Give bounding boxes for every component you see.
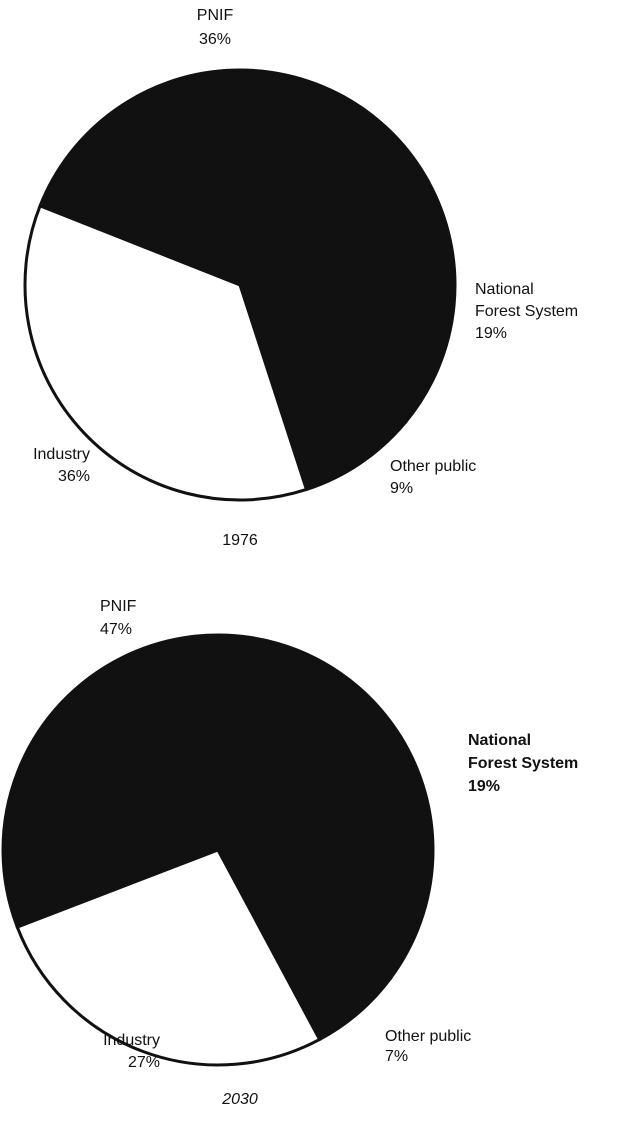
chart-title: 1976 [222,532,258,549]
slice-value-label: 9% [390,480,413,497]
slice-value-label: 36% [199,31,231,48]
slice-label: Industry [103,1032,160,1049]
slice-label: National Forest System [475,281,578,320]
slice-label: Other public [385,1028,471,1045]
pie-slice [237,179,457,425]
slice-value-label: 36% [58,468,90,485]
pie-slice [1,633,403,929]
pie-slice [23,203,309,502]
slice-label: PNIF [100,598,137,615]
slice-value-label: 47% [100,621,132,638]
slice-value-label: 27% [128,1054,160,1071]
pie-slice [15,848,322,1067]
pie-slice [236,280,408,492]
slice-value-label: 19% [468,778,500,795]
slice-label: PNIF [197,7,234,24]
slice-label: Other public [390,458,476,475]
slice-label: National Forest System [468,732,578,772]
chart-title: 2030 [221,1091,258,1108]
pie-slice [215,734,435,981]
slice-value-label: 19% [475,325,507,342]
pie-slice [38,68,431,287]
slice-value-label: 7% [385,1048,408,1065]
slice-label: Industry [33,446,90,463]
